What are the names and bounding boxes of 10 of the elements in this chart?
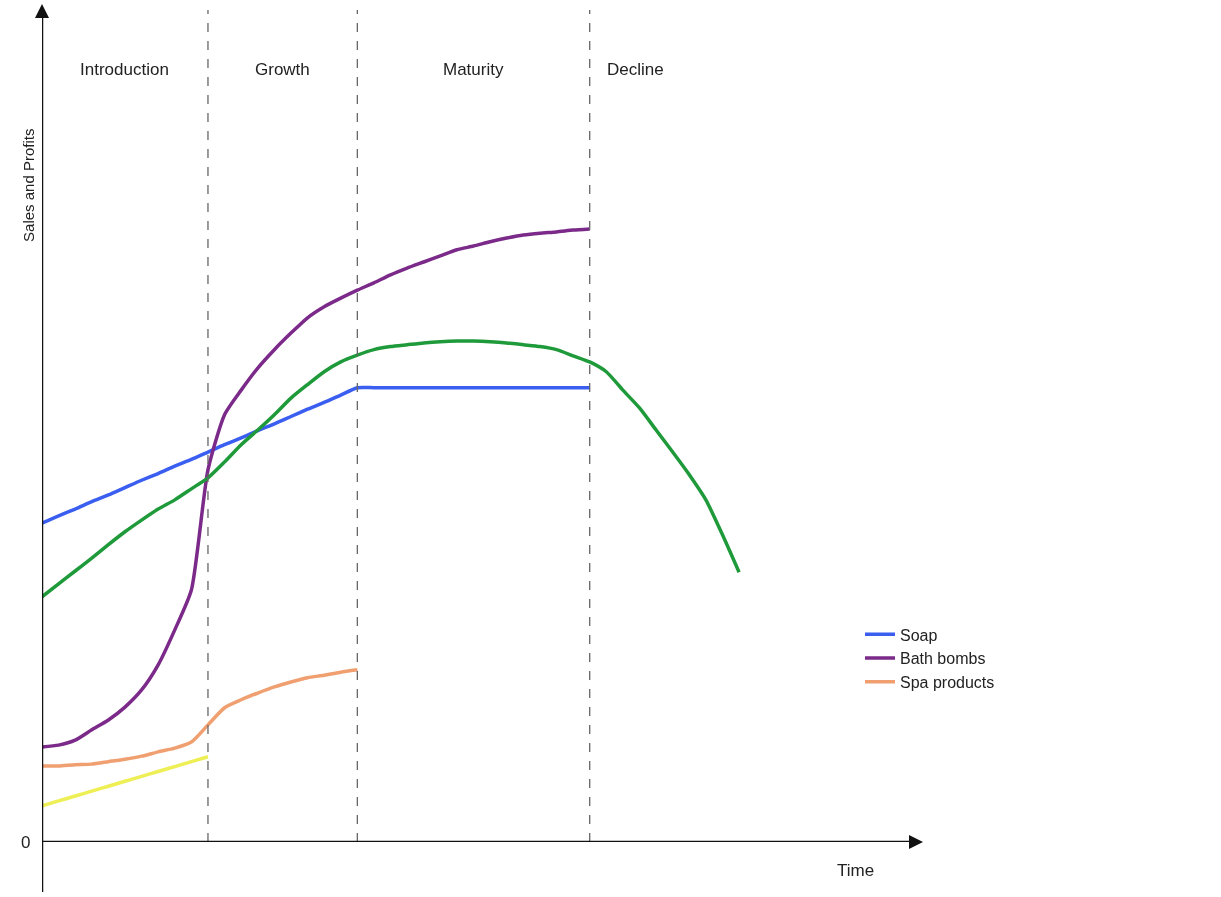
text: 0 <box>21 833 31 852</box>
legend-label: Bath bombs <box>900 650 986 668</box>
text: Decline <box>607 60 664 79</box>
legend-label: Spa products <box>900 674 995 692</box>
text: Maturity <box>443 60 504 79</box>
y-axis-title: Sales and Profits <box>19 128 37 242</box>
legend-label: Soap <box>900 626 938 644</box>
text: Growth <box>255 60 310 79</box>
text: Introduction <box>80 60 169 79</box>
x-axis-title: Time <box>837 861 875 880</box>
